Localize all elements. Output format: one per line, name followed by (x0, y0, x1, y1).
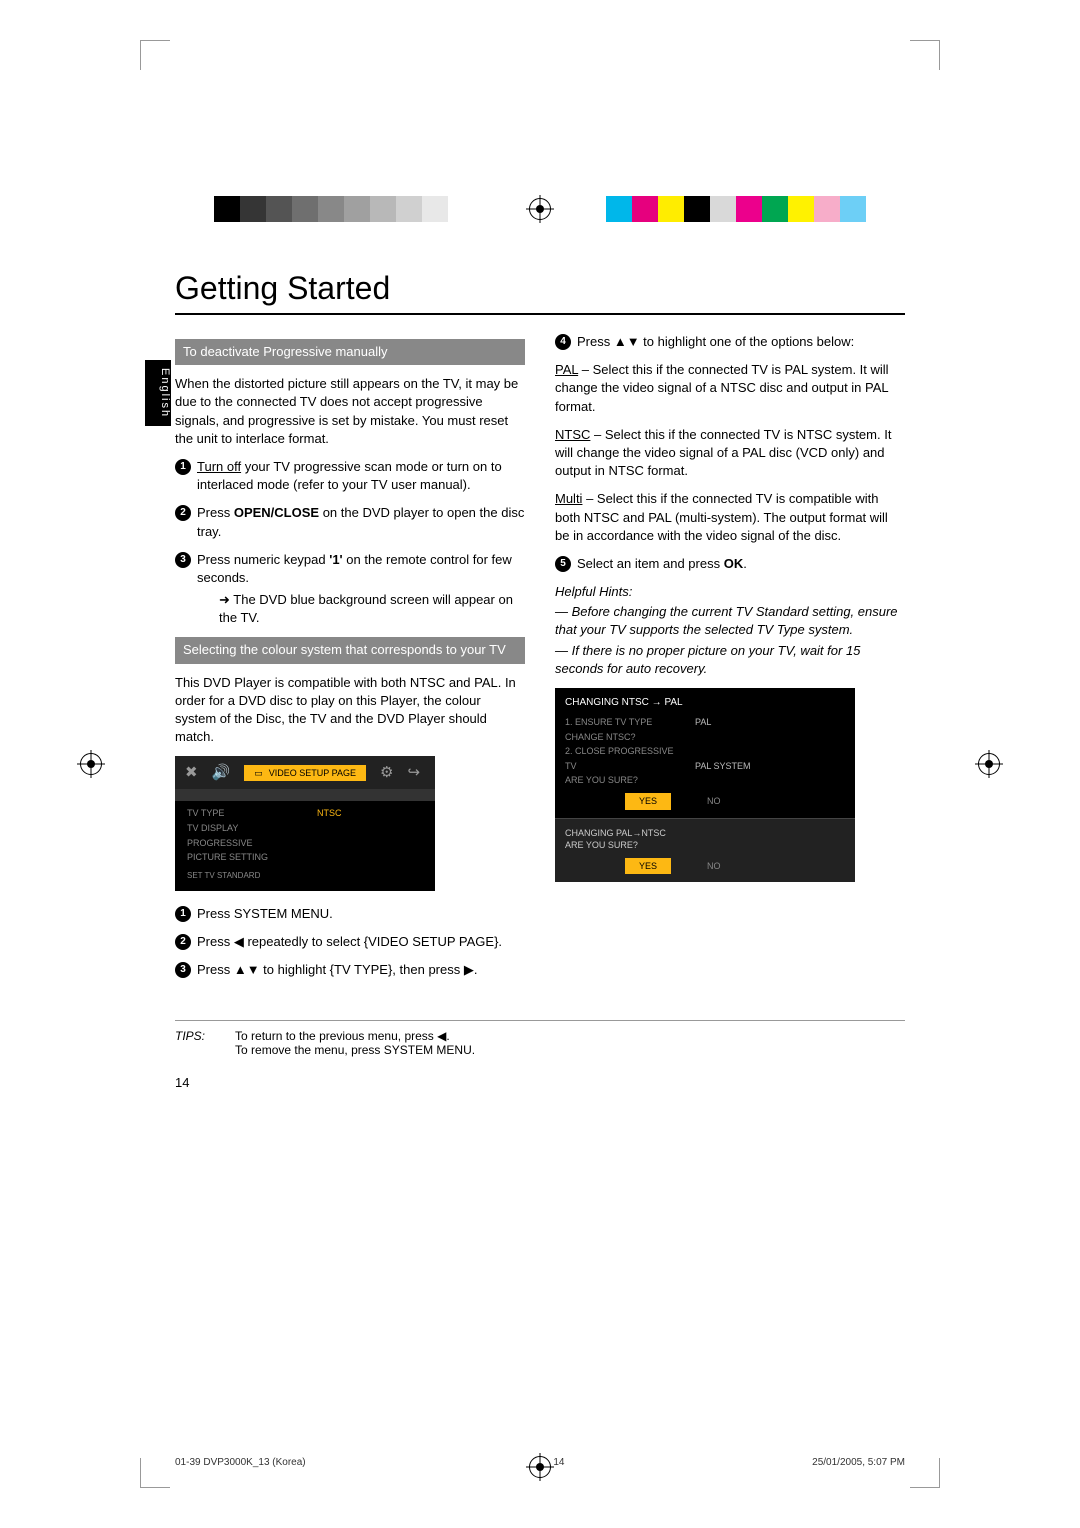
step-num-5: 5 (555, 556, 571, 572)
step-num-2: 2 (175, 505, 191, 521)
hints-heading: Helpful Hints: (555, 583, 905, 601)
mute-icon: ✖ (185, 762, 198, 783)
step1-underline: Turn off (197, 459, 241, 474)
left-column: To deactivate Progressive manually When … (175, 333, 525, 990)
multi-option: Multi – Select this if the connected TV … (555, 490, 905, 545)
tvfig-r1v: PAL (695, 716, 711, 729)
pal-text: – Select this if the connected TV is PAL… (555, 362, 889, 413)
tvfig-yes2: YES (625, 858, 671, 875)
step-4: 4 Press ▲▼ to highlight one of the optio… (555, 333, 905, 351)
footer-mid: 14 (553, 1457, 564, 1468)
step1-text: your TV progressive scan mode or turn on… (197, 459, 502, 492)
step-num-b3: 3 (175, 962, 191, 978)
tvfig-r1k: 1. ENSURE TV TYPE (565, 716, 695, 729)
tvfig-r4v: PAL SYSTEM (695, 760, 751, 773)
right-column: 4 Press ▲▼ to highlight one of the optio… (555, 333, 905, 990)
tvfig-header: CHANGING NTSC → PAL (565, 696, 845, 710)
video-icon-selected: ▭ VIDEO SETUP PAGE (244, 765, 366, 782)
step5-c: . (743, 556, 747, 571)
tips-label: TIPS: (175, 1029, 205, 1057)
title-rule (175, 313, 905, 315)
stepb2-text: Press ◀ repeatedly to select {VIDEO SETU… (197, 933, 525, 951)
section-bar-colour: Selecting the colour system that corresp… (175, 637, 525, 663)
exit-icon: ↪ (407, 762, 420, 783)
menu-iconbar: ✖ 🔊 ▭ VIDEO SETUP PAGE ⚙ ↪ (175, 756, 435, 789)
tvfig-r4k: TV (565, 760, 695, 773)
settings-icon: ⚙ (380, 762, 393, 783)
step2-b: OPEN/CLOSE (234, 505, 319, 520)
tvfig-yes: YES (625, 793, 671, 810)
tvfig-no: NO (701, 793, 727, 810)
tips-line2: To remove the menu, press SYSTEM MENU. (235, 1043, 475, 1057)
step3-arrow: ➜ The DVD blue background screen will ap… (219, 591, 525, 627)
step5-a: Select an item and press (577, 556, 724, 571)
step-num-1: 1 (175, 459, 191, 475)
menu-footer: SET TV STANDARD (175, 868, 435, 883)
step-num-b2: 2 (175, 934, 191, 950)
hint-1: — Before changing the current TV Standar… (555, 603, 905, 639)
tvfig-r2k: CHANGE NTSC? (565, 731, 695, 744)
colorbar-grayscale (214, 196, 474, 222)
footer-left: 01-39 DVP3000K_13 (Korea) (175, 1457, 306, 1468)
video-setup-menu-figure: ✖ 🔊 ▭ VIDEO SETUP PAGE ⚙ ↪ TV TYPENTSCTV… (175, 756, 435, 891)
step-2: 2 Press OPEN/CLOSE on the DVD player to … (175, 504, 525, 540)
language-tab: English (145, 360, 171, 426)
step4-text: Press ▲▼ to highlight one of the options… (577, 333, 905, 351)
pal-label: PAL (555, 362, 578, 377)
step-b2: 2 Press ◀ repeatedly to select {VIDEO SE… (175, 933, 525, 951)
intro-paragraph: When the distorted picture still appears… (175, 375, 525, 448)
footer-right: 25/01/2005, 5:07 PM (812, 1457, 905, 1468)
step-1: 1 Turn off your TV progressive scan mode… (175, 458, 525, 494)
step3-b: '1' (329, 552, 342, 567)
multi-text: – Select this if the connected TV is com… (555, 491, 888, 542)
print-footer: 01-39 DVP3000K_13 (Korea) 14 25/01/2005,… (175, 1457, 905, 1468)
pal-option: PAL – Select this if the connected TV is… (555, 361, 905, 416)
step-num-b1: 1 (175, 906, 191, 922)
page-title: Getting Started (175, 270, 905, 307)
tips-footer: TIPS: To return to the previous menu, pr… (175, 1020, 905, 1057)
step-b1: 1 Press SYSTEM MENU. (175, 905, 525, 923)
tvfig-bot1: CHANGING PAL→NTSC (565, 827, 845, 840)
ntsc-text: – Select this if the connected TV is NTS… (555, 427, 891, 478)
step-3: 3 Press numeric keypad '1' on the remote… (175, 551, 525, 628)
stepb1-text: Press SYSTEM MENU. (197, 905, 525, 923)
hint-2: — If there is no proper picture on your … (555, 642, 905, 678)
tips-line1: To return to the previous menu, press ◀. (235, 1029, 475, 1043)
step2-a: Press (197, 505, 234, 520)
multi-label: Multi (555, 491, 582, 506)
step-b3: 3 Press ▲▼ to highlight {TV TYPE}, then … (175, 961, 525, 979)
step-num-4: 4 (555, 334, 571, 350)
stepb3-text: Press ▲▼ to highlight {TV TYPE}, then pr… (197, 961, 525, 979)
tvtype-dialog-figure: CHANGING NTSC → PAL 1. ENSURE TV TYPEPAL… (555, 688, 855, 882)
step3-a: Press numeric keypad (197, 552, 329, 567)
registration-mark-left (80, 753, 102, 775)
tvfig-r3k: 2. CLOSE PROGRESSIVE (565, 745, 695, 758)
ntsc-option: NTSC – Select this if the connected TV i… (555, 426, 905, 481)
section-bar-deactivate: To deactivate Progressive manually (175, 339, 525, 365)
colorbar-cmyk (606, 196, 866, 222)
ntsc-label: NTSC (555, 427, 590, 442)
colour-intro: This DVD Player is compatible with both … (175, 674, 525, 747)
registration-mark-top (529, 198, 551, 220)
speaker-icon: 🔊 (212, 762, 231, 783)
page-number: 14 (175, 1075, 905, 1090)
tvfig-bot2: ARE YOU SURE? (565, 839, 845, 852)
tvfig-r5k: ARE YOU SURE? (565, 774, 695, 787)
page-content: English Getting Started To deactivate Pr… (175, 270, 905, 1090)
step-5: 5 Select an item and press OK. (555, 555, 905, 573)
registration-mark-right (978, 753, 1000, 775)
tvfig-no2: NO (701, 858, 727, 875)
step5-b: OK (724, 556, 744, 571)
step-num-3: 3 (175, 552, 191, 568)
